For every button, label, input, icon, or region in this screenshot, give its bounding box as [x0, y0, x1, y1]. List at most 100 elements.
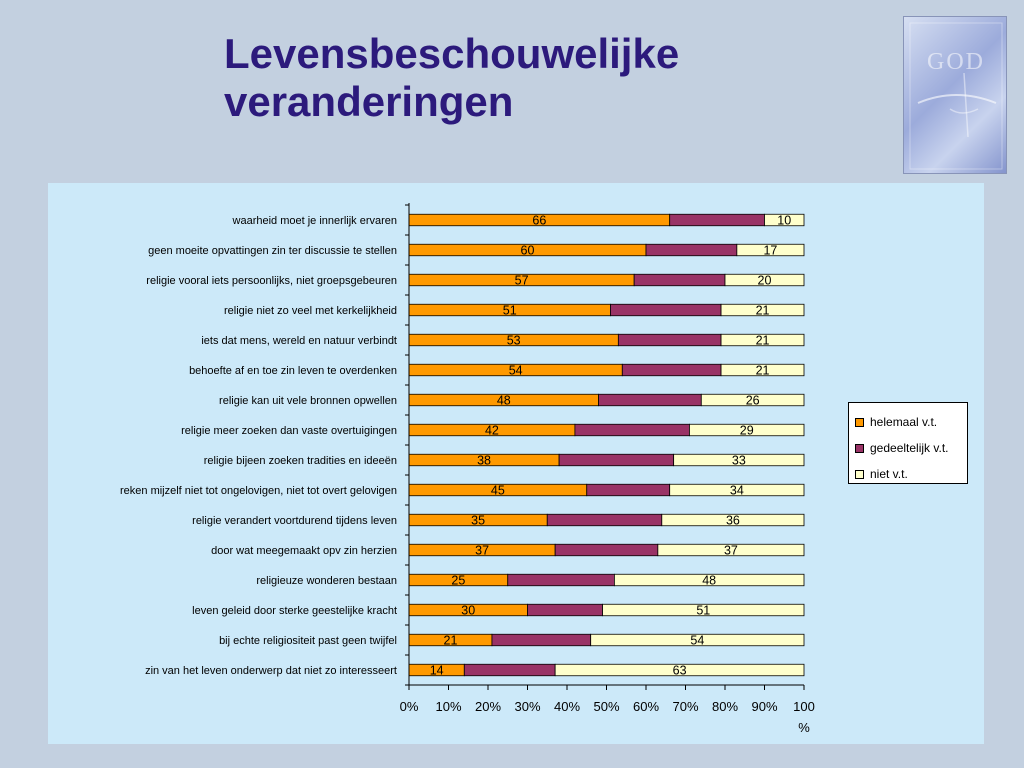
- bar-segment: [689, 423, 805, 437]
- x-tick-label: 80%: [712, 699, 738, 714]
- bar-data-label: 21: [756, 364, 770, 378]
- bar-data-label: 57: [515, 274, 529, 288]
- x-tick-label: 20%: [475, 699, 501, 714]
- category-label: zin van het leven onderwerp dat niet zo …: [145, 665, 397, 677]
- bar-segment: [546, 513, 663, 527]
- bar-segment: [554, 543, 659, 557]
- bar-segment: [633, 273, 726, 287]
- bar-segment: [673, 453, 805, 467]
- category-label: religie verandert voortdurend tijdens le…: [192, 515, 397, 527]
- bar-data-label: 17: [763, 244, 777, 258]
- bar-data-label: 54: [509, 364, 523, 378]
- bar-segment: [669, 483, 805, 497]
- category-label: waarheid moet je innerlijk ervaren: [232, 215, 397, 227]
- bar-segment: [590, 633, 805, 647]
- bar-data-label: 10: [777, 214, 791, 228]
- category-label: door wat meegemaakt opv zin herzien: [211, 545, 397, 557]
- category-label: geen moeite opvattingen zin ter discussi…: [148, 245, 397, 257]
- bar-segment: [657, 543, 805, 557]
- x-tick-label: 0%: [400, 699, 419, 714]
- bar-segment: [661, 513, 805, 527]
- bar-segment: [558, 453, 675, 467]
- bar-segment: [527, 603, 603, 617]
- legend-swatch-gedeeltelijk: [855, 443, 864, 453]
- bar-segment: [491, 633, 592, 647]
- bar-segment: [669, 213, 765, 227]
- god-logo: GOD: [903, 16, 1007, 174]
- bar-data-label: 30: [461, 604, 475, 618]
- bar-segment: [463, 663, 556, 677]
- bar-segment: [621, 363, 722, 377]
- x-unit-label: %: [798, 720, 810, 735]
- bar-data-label: 33: [732, 454, 746, 468]
- category-label: behoefte af en toe zin leven te overdenk…: [189, 365, 397, 377]
- bar-segment: [574, 423, 690, 437]
- legend-swatch-niet: [855, 469, 864, 479]
- chart-panel: 66 10 waarheid moet je innerlijk ervaren 60…: [48, 183, 984, 744]
- bar-data-label: 37: [475, 544, 489, 558]
- bar-data-label: 21: [444, 634, 458, 648]
- bar-data-label: 25: [451, 574, 465, 588]
- bar-segment: [614, 573, 805, 587]
- bar-data-label: 34: [730, 484, 744, 498]
- category-label: religie bijeen zoeken tradities en ideeë…: [204, 455, 397, 467]
- slide-title: Levensbeschouwelijke veranderingen: [224, 30, 864, 126]
- bar-data-label: 51: [503, 304, 517, 318]
- god-logo-graphic: GOD: [909, 22, 1003, 170]
- bar-data-label: 14: [430, 664, 444, 678]
- bar-data-label: 45: [491, 484, 505, 498]
- category-label: iets dat mens, wereld en natuur verbindt: [201, 335, 397, 347]
- bar-data-label: 37: [724, 544, 738, 558]
- legend-label-gedeeltelijk: gedeeltelijk v.t.: [870, 441, 949, 455]
- bar-data-label: 48: [702, 574, 716, 588]
- logo-text: GOD: [927, 49, 985, 75]
- bar-segment: [720, 363, 805, 377]
- legend-item-gedeeltelijk: gedeeltelijk v.t.: [855, 435, 967, 461]
- bar-segment: [598, 393, 702, 407]
- bar-data-label: 63: [673, 664, 687, 678]
- legend-label-helemaal: helemaal v.t.: [870, 415, 938, 429]
- category-label: religieuze wonderen bestaan: [256, 575, 397, 587]
- bar-segment: [586, 483, 671, 497]
- bar-segment: [700, 393, 805, 407]
- x-tick-label: 60%: [633, 699, 659, 714]
- category-label: religie niet zo veel met kerkelijkheid: [224, 305, 397, 317]
- bar-data-label: 26: [746, 394, 760, 408]
- bar-segment: [554, 663, 805, 677]
- category-label: reken mijzelf niet tot ongelovigen, niet…: [120, 485, 397, 497]
- bar-data-label: 21: [756, 304, 770, 318]
- x-tick-label: 40%: [554, 699, 580, 714]
- bar-data-label: 29: [740, 424, 754, 438]
- legend-item-helemaal: helemaal v.t.: [855, 409, 967, 435]
- x-tick-label: 30%: [514, 699, 540, 714]
- bar-segment: [507, 573, 615, 587]
- category-label: bij echte religiositeit past geen twijfe…: [219, 635, 397, 647]
- category-label: leven geleid door sterke geestelijke kra…: [192, 605, 397, 617]
- slide-title-line-2: veranderingen: [224, 78, 514, 125]
- bar-segment: [724, 273, 805, 287]
- x-tick-label: 90%: [751, 699, 777, 714]
- bar-segment: [610, 303, 722, 317]
- category-label: religie meer zoeken dan vaste overtuigin…: [181, 425, 397, 437]
- bar-data-label: 36: [726, 514, 740, 528]
- legend-swatch-helemaal: [855, 417, 864, 427]
- bar-data-label: 66: [532, 214, 546, 228]
- stacked-bar-chart: 66 10 waarheid moet je innerlijk ervaren 60…: [120, 203, 815, 735]
- bar-segment: [617, 333, 722, 347]
- x-tick-label: 100: [793, 699, 815, 714]
- category-label: religie kan uit vele bronnen opwellen: [219, 395, 397, 407]
- slide-title-line-1: Levensbeschouwelijke: [224, 30, 680, 77]
- bar-data-label: 42: [485, 424, 499, 438]
- bar-data-label: 60: [521, 244, 535, 258]
- category-label: religie vooral iets persoonlijks, niet g…: [146, 275, 397, 287]
- bar-segment: [720, 303, 805, 317]
- bar-data-label: 38: [477, 454, 491, 468]
- bar-data-label: 20: [758, 274, 772, 288]
- bar-data-label: 54: [690, 634, 704, 648]
- x-tick-label: 70%: [672, 699, 698, 714]
- bar-segment: [764, 213, 805, 227]
- bar-segment: [720, 333, 805, 347]
- bar-segment: [645, 243, 738, 257]
- x-tick-label: 50%: [593, 699, 619, 714]
- legend-label-niet: niet v.t.: [870, 467, 908, 481]
